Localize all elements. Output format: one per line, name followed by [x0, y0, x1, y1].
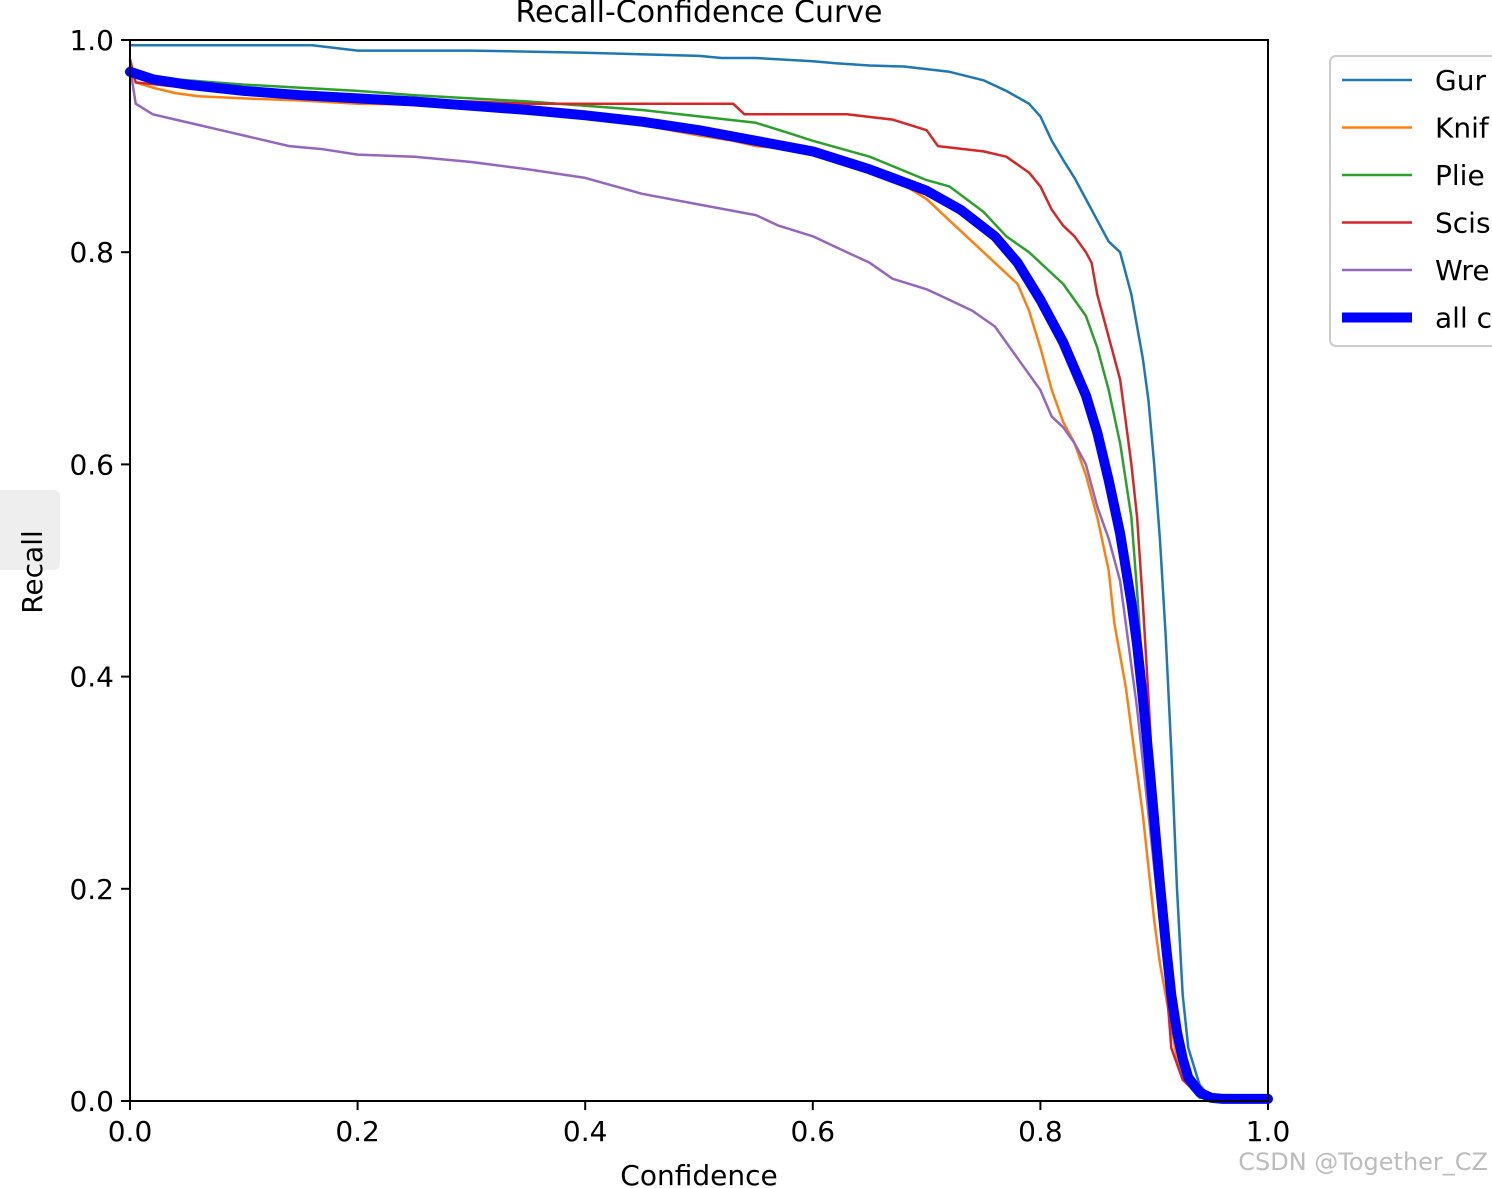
- legend-label: Wre: [1435, 254, 1490, 287]
- series-line-4: [128, 65, 1270, 1103]
- y-tick-label: 0.8: [69, 236, 114, 269]
- series-line-3: [128, 57, 1270, 1103]
- x-tick-label: 0.8: [1018, 1115, 1063, 1148]
- plot-frame: [129, 39, 1269, 1102]
- legend-label: Knif: [1435, 112, 1490, 145]
- side-panel-tab[interactable]: [0, 490, 60, 570]
- x-tick-label: 1.0: [1246, 1115, 1291, 1148]
- y-tick-label: 0.6: [69, 448, 114, 481]
- legend-label: Plie: [1435, 159, 1485, 192]
- x-tick-label: 0.4: [563, 1115, 608, 1148]
- y-axis-label: Recall: [16, 530, 49, 614]
- x-tick-label: 0.6: [791, 1115, 836, 1148]
- y-tick-label: 1.0: [69, 24, 114, 57]
- x-tick-label: 0.2: [335, 1115, 380, 1148]
- legend-label: Gur: [1435, 64, 1486, 97]
- legend-label: Scis: [1435, 207, 1491, 240]
- x-axis-label: Confidence: [620, 1159, 777, 1188]
- series-line-5: [125, 66, 1273, 1104]
- y-tick-label: 0.4: [69, 661, 114, 694]
- y-tick-label: 0.2: [69, 873, 114, 906]
- legend-label: all c: [1435, 302, 1492, 335]
- watermark: CSDN @Together_CZ: [1238, 1148, 1488, 1176]
- series-line-1: [128, 59, 1270, 1103]
- y-tick-label: 0.0: [69, 1085, 114, 1118]
- chart-title: Recall-Confidence Curve: [515, 0, 882, 30]
- x-tick-label: 0.0: [108, 1115, 153, 1148]
- series-line-0: [128, 44, 1270, 1103]
